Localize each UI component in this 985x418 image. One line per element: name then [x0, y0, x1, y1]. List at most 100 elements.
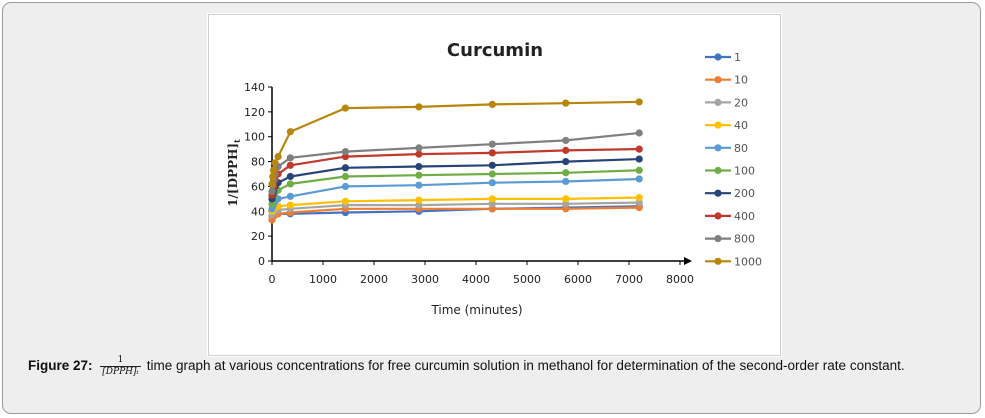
x-axis-title: Time (minutes) [430, 303, 522, 317]
data-point-200 [341, 164, 350, 172]
y-axis-title-main: 1/[DPPH] [226, 143, 240, 207]
data-point-80 [286, 192, 294, 200]
legend-label: 40 [734, 119, 748, 132]
data-point-1000 [268, 180, 276, 188]
data-point-200 [562, 157, 570, 166]
data-point-1000 [562, 99, 570, 107]
data-point-80 [341, 182, 350, 191]
legend-entry-80: 80 [705, 142, 748, 155]
data-point-10 [562, 205, 570, 213]
legend-label: 1000 [734, 255, 762, 268]
legend-entry-1: 1 [705, 51, 741, 64]
data-point-100 [562, 169, 570, 177]
y-tick-label: 20 [251, 230, 265, 243]
data-point-40 [415, 196, 423, 204]
legend-swatch-marker [714, 98, 722, 106]
y-tick-label: 120 [244, 106, 265, 119]
x-tick-label: 3000 [411, 273, 439, 286]
data-point-40 [488, 195, 496, 203]
x-tick-label: 8000 [666, 273, 694, 286]
data-point-800 [341, 148, 350, 156]
caption-fraction-numerator: 1 [100, 355, 141, 367]
legend-label: 20 [734, 96, 748, 109]
x-tick-label: 5000 [513, 273, 541, 286]
data-point-1000 [269, 172, 277, 181]
legend-swatch-marker [714, 76, 722, 84]
data-point-40 [341, 197, 350, 205]
data-point-1000 [274, 153, 282, 161]
legend-label: 80 [734, 142, 748, 155]
legend-entry-40: 40 [705, 119, 748, 132]
y-tick-label: 40 [251, 205, 265, 218]
data-point-800 [268, 187, 276, 195]
legend-entry-200: 200 [705, 187, 755, 200]
legend-swatch-marker [714, 257, 722, 265]
x-tick-label: 1000 [309, 273, 337, 286]
caption-fraction-denominator: [DPPH]ₜ [102, 367, 139, 377]
data-point-200 [415, 162, 423, 171]
legend-entry-100: 100 [705, 165, 755, 178]
data-point-400 [635, 145, 643, 153]
series-1000 [268, 98, 643, 188]
data-point-400 [415, 150, 423, 158]
chart-title: Curcumin [447, 40, 543, 61]
y-tick-label: 0 [258, 255, 265, 268]
data-point-800 [286, 154, 294, 162]
y-tick-label: 100 [244, 131, 265, 144]
y-tick-label: 60 [251, 180, 265, 193]
x-tick-label: 4000 [462, 273, 490, 286]
data-point-80 [488, 179, 496, 187]
legend-entry-1000: 1000 [705, 255, 762, 268]
legend-swatch-marker [714, 121, 722, 129]
data-point-1000 [415, 103, 423, 111]
caption-text: time graph at various concentrations for… [146, 358, 905, 374]
data-point-200 [488, 161, 496, 169]
caption-label: Figure 27: [28, 358, 93, 374]
data-point-800 [415, 144, 423, 152]
data-point-20 [488, 200, 496, 208]
y-axis-title: 1/[DPPH]t [226, 139, 242, 207]
y-tick-label: 140 [244, 81, 265, 94]
data-point-10 [635, 203, 643, 212]
legend-swatch-marker [714, 235, 722, 243]
data-point-20 [415, 201, 423, 209]
legend-label: 1 [734, 51, 741, 64]
data-point-1000 [271, 159, 279, 167]
x-tick-label: 0 [269, 273, 276, 286]
caption-fraction: 1 [DPPH]ₜ [100, 355, 141, 378]
data-point-200 [286, 172, 294, 181]
legend-label: 100 [734, 165, 755, 178]
legend-entry-20: 20 [705, 96, 748, 109]
data-point-1000 [269, 166, 278, 174]
chart-panel: 0 20 40 60 80 100 120 140 0 1000 2000 3000 4000 5000… [207, 13, 782, 357]
data-point-20 [635, 198, 643, 207]
data-point-80 [562, 177, 570, 186]
data-point-100 [341, 172, 350, 181]
y-axis-title-subscript: t [232, 139, 242, 143]
data-point-400 [286, 161, 294, 169]
legend-swatch-marker [714, 189, 722, 197]
legend-swatch-marker [714, 144, 722, 152]
data-point-100 [635, 166, 643, 174]
y-tick-label: 80 [251, 156, 265, 169]
legend-label: 10 [734, 74, 748, 87]
data-point-100 [286, 180, 294, 188]
data-point-1000 [488, 100, 496, 108]
legend-label: 400 [734, 210, 755, 223]
data-point-1000 [341, 104, 350, 112]
data-point-40 [286, 201, 294, 209]
legend-label: 800 [734, 233, 755, 246]
data-point-1000 [635, 98, 643, 106]
data-point-200 [635, 155, 643, 163]
data-point-80 [415, 181, 423, 189]
legend-swatch-marker [714, 166, 722, 175]
data-point-800 [635, 129, 643, 137]
legend-entry-10: 10 [705, 74, 748, 87]
figure-caption: Figure 27: 1 [DPPH]ₜ time graph at various… [28, 355, 963, 378]
data-point-80 [635, 175, 643, 183]
data-point-800 [488, 140, 496, 148]
data-point-100 [488, 170, 496, 178]
data-point-40 [562, 195, 570, 203]
data-point-400 [488, 149, 496, 157]
